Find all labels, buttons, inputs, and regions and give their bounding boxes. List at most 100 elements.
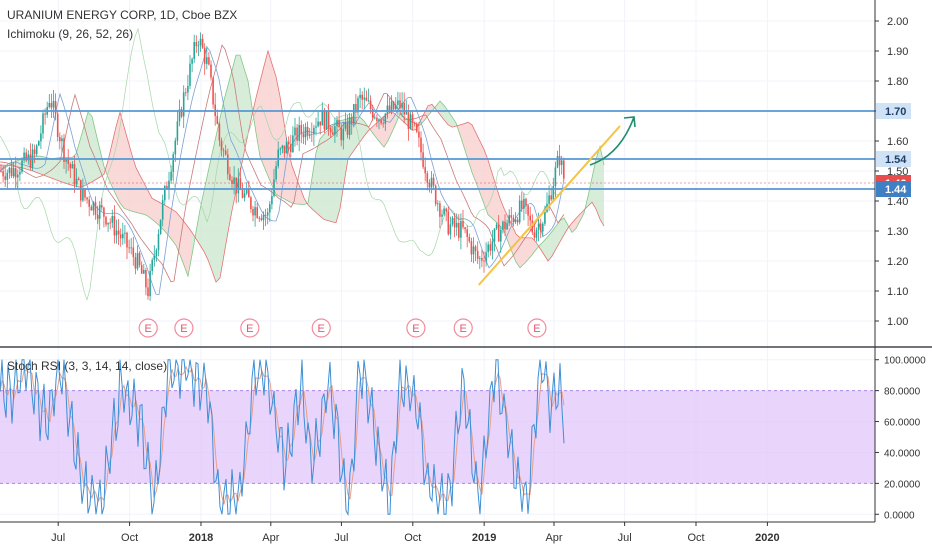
candle-body xyxy=(128,247,130,248)
candle-body xyxy=(67,159,69,163)
ichimoku-cloud-segment xyxy=(120,112,124,208)
candle-body xyxy=(361,95,363,100)
candle-body xyxy=(78,179,80,180)
ichimoku-cloud-segment xyxy=(172,209,176,245)
candle-body xyxy=(340,127,342,140)
candle-body xyxy=(445,209,447,212)
candle-body xyxy=(126,233,128,248)
earnings-marker-label: E xyxy=(180,323,187,335)
candle-body xyxy=(93,202,95,210)
candle-body xyxy=(235,177,237,193)
candle-body xyxy=(481,258,483,261)
price-badge-label: 1.70 xyxy=(885,106,906,118)
candle-body xyxy=(202,39,204,48)
time-axis[interactable]: JulOct2018AprJulOct2019AprJulOct2020 xyxy=(51,522,779,544)
candle-body xyxy=(143,270,145,274)
candle-body xyxy=(334,126,336,134)
candle-body xyxy=(156,250,158,256)
candle-body xyxy=(19,172,21,175)
candle-body xyxy=(305,127,307,137)
earnings-marker-label: E xyxy=(460,323,467,335)
candle-body xyxy=(380,119,382,123)
candle-body xyxy=(460,221,462,238)
candle-body xyxy=(91,207,93,211)
candle-body xyxy=(437,203,439,204)
candle-body xyxy=(349,117,351,135)
candle-body xyxy=(540,224,542,232)
candle-body xyxy=(158,234,160,250)
time-tick-label: Apr xyxy=(545,532,562,544)
candle-body xyxy=(519,201,521,223)
candle-body xyxy=(282,146,284,149)
candle-body xyxy=(9,168,11,173)
candle-body xyxy=(475,246,477,250)
candle-body xyxy=(7,173,9,180)
candle-body xyxy=(286,142,288,154)
candle-body xyxy=(145,270,147,287)
candle-body xyxy=(420,138,422,153)
candle-body xyxy=(259,218,261,219)
candle-body xyxy=(210,64,212,77)
price-badge-label: 1.44 xyxy=(885,184,907,196)
candle-body xyxy=(330,128,332,132)
candle-body xyxy=(343,129,345,141)
candle-body xyxy=(53,101,55,108)
candle-body xyxy=(374,118,376,119)
candle-body xyxy=(242,190,244,198)
ichimoku-cloud-segment xyxy=(152,198,156,222)
candle-body xyxy=(217,116,219,124)
stoch-label[interactable]: Stoch RSI (3, 3, 14, 14, close) xyxy=(7,359,167,373)
ichimoku-cloud-segment xyxy=(228,70,232,232)
candle-body xyxy=(464,227,466,229)
stoch-tick-label: 80.0000 xyxy=(884,387,921,398)
candle-body xyxy=(345,123,347,129)
candle-body xyxy=(244,194,246,198)
candle-body xyxy=(256,207,258,218)
candle-body xyxy=(416,124,418,132)
candle-body xyxy=(490,244,492,250)
candle-body xyxy=(269,204,271,212)
candle-body xyxy=(38,141,40,145)
candle-body xyxy=(223,150,225,151)
candle-body xyxy=(189,64,191,86)
candle-body xyxy=(11,168,13,176)
candle-body xyxy=(133,247,135,257)
earnings-marker-label: E xyxy=(412,323,419,335)
candle-body xyxy=(408,112,410,129)
candle-body xyxy=(116,231,118,236)
candle-body xyxy=(521,201,523,209)
candle-body xyxy=(385,114,387,124)
candle-body xyxy=(273,179,275,196)
price-axis[interactable]: 2.001.901.801.701.601.501.401.301.201.10… xyxy=(875,16,908,328)
candle-body xyxy=(227,155,229,175)
candle-body xyxy=(324,110,326,129)
candle-body xyxy=(271,196,273,204)
candle-body xyxy=(277,150,279,166)
candle-body xyxy=(147,287,149,296)
candle-body xyxy=(103,208,105,217)
candle-body xyxy=(429,183,431,187)
stoch-axis[interactable]: 100.000080.000060.000040.000020.00000.00… xyxy=(875,356,926,522)
candle-body xyxy=(443,209,445,215)
price-tick-label: 1.20 xyxy=(887,256,908,268)
earnings-marker-label: E xyxy=(533,323,540,335)
candle-body xyxy=(353,104,355,124)
candle-body xyxy=(410,114,412,129)
candle-body xyxy=(44,114,46,115)
candle-body xyxy=(185,92,187,93)
candle-body xyxy=(525,199,527,206)
candle-body xyxy=(183,92,185,116)
candle-body xyxy=(336,120,338,126)
candle-body xyxy=(313,128,315,135)
ichimoku-label[interactable]: Ichimoku (9, 26, 52, 26) xyxy=(7,27,133,41)
candle-body xyxy=(154,256,156,260)
candle-body xyxy=(137,253,139,268)
stoch-tick-label: 0.0000 xyxy=(884,510,915,521)
candle-body xyxy=(267,212,269,215)
candle-body xyxy=(51,103,53,108)
candle-body xyxy=(191,59,193,64)
candle-body xyxy=(0,171,2,172)
candle-body xyxy=(319,122,321,126)
candle-body xyxy=(301,125,303,134)
